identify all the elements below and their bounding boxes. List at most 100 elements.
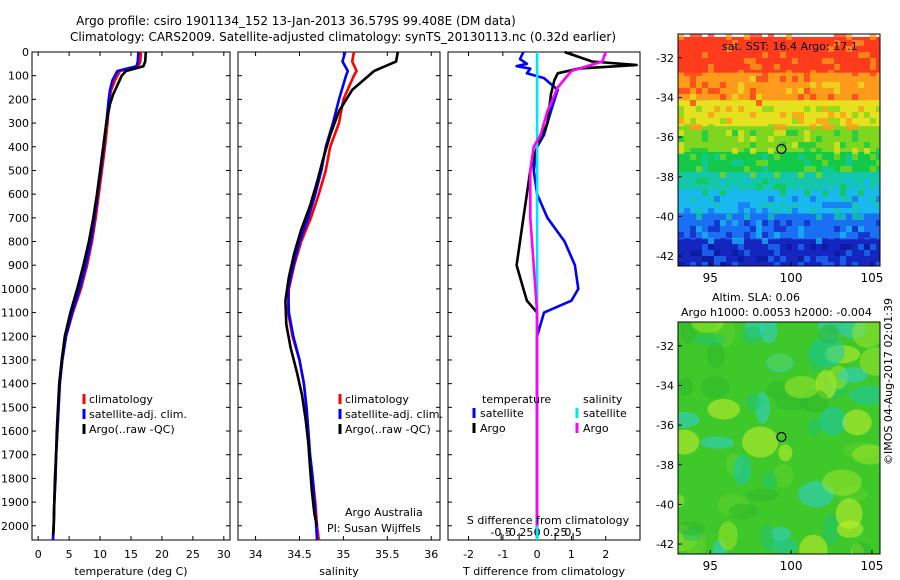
sst-pixel <box>774 130 780 136</box>
sst-pixel <box>834 226 840 232</box>
sla-blob <box>762 471 778 490</box>
sst-pixel <box>678 112 684 118</box>
sst-pixel <box>774 232 780 238</box>
sst-pixel <box>714 220 720 226</box>
sst-pixel <box>792 208 798 214</box>
sst-pixel <box>834 118 840 124</box>
sst-pixel <box>708 100 714 106</box>
sla-blob <box>732 454 752 486</box>
sst-pixel <box>750 58 756 64</box>
sst-pixel <box>852 262 858 266</box>
sst-pixel <box>708 88 714 94</box>
sst-pixel <box>852 208 858 214</box>
sla-blob <box>852 322 880 348</box>
sst-pixel <box>732 184 738 190</box>
sst-pixel <box>720 172 726 178</box>
sst-pixel <box>822 106 828 112</box>
sst-pixel <box>780 112 786 118</box>
sst-pixel <box>714 262 720 266</box>
sst-pixel <box>792 130 798 136</box>
sst-pixel <box>846 166 852 172</box>
sst-pixel <box>738 160 744 166</box>
sst-pixel <box>702 178 708 184</box>
sst-pixel <box>858 172 864 178</box>
sla-blob <box>707 398 741 420</box>
sst-pixel <box>750 34 756 40</box>
sst-pixel <box>870 244 876 250</box>
sst-pixel <box>762 202 768 208</box>
map-x-tick-label: 95 <box>703 559 718 573</box>
sst-pixel <box>750 136 756 142</box>
sst-pixel <box>816 214 822 220</box>
sst-pixel <box>696 238 702 244</box>
sst-pixel <box>828 58 834 64</box>
sst-pixel <box>684 124 690 130</box>
sst-pixel <box>756 94 762 100</box>
x-axis-label: T difference from climatology <box>462 565 625 578</box>
legend-label: Argo <box>583 422 609 435</box>
plot-frame <box>31 51 231 541</box>
sst-pixel <box>846 46 852 52</box>
sst-pixel <box>804 76 810 82</box>
sst-pixel <box>744 166 750 172</box>
sst-pixel <box>852 46 858 52</box>
sst-pixel <box>774 208 780 214</box>
legend-title-temperature: temperature <box>482 393 551 406</box>
map-frame <box>677 33 881 267</box>
map-x-tick-label: 105 <box>860 559 883 573</box>
sst-pixel <box>828 118 834 124</box>
sst-pixel <box>708 124 714 130</box>
sst-pixel <box>708 190 714 196</box>
sst-pixel <box>840 262 846 266</box>
sst-pixel <box>810 142 816 148</box>
sst-pixel <box>858 106 864 112</box>
sst-pixel <box>726 106 732 112</box>
sst-pixel <box>720 262 726 266</box>
sst-pixel <box>708 250 714 256</box>
x-tick-label: 0 <box>534 548 541 561</box>
sst-pixel <box>816 238 822 244</box>
sst-pixel <box>738 88 744 94</box>
sst-pixel <box>774 124 780 130</box>
sst-pixel <box>690 172 696 178</box>
map-field <box>678 34 880 266</box>
sst-pixel <box>732 130 738 136</box>
sst-pixel <box>738 244 744 250</box>
sst-pixel <box>690 124 696 130</box>
sst-pixel <box>822 190 828 196</box>
sst-pixel <box>678 136 684 142</box>
sst-pixel <box>684 40 690 46</box>
sla-blob <box>769 526 791 541</box>
legend-label: satellite <box>480 407 524 420</box>
sla-blob <box>784 375 820 399</box>
sst-pixel <box>690 52 696 58</box>
sst-pixel <box>684 208 690 214</box>
sst-pixel <box>702 64 708 70</box>
sst-pixel <box>840 40 846 46</box>
sst-pixel <box>864 232 870 238</box>
sla-blob <box>693 334 727 346</box>
sst-map: 95 100 105 -32 -34 -36 -38 -40 -42 <box>656 33 883 285</box>
sst-pixel <box>822 58 828 64</box>
sla-blob <box>742 426 779 458</box>
sst-pixel <box>750 226 756 232</box>
map-y-tick-label: -38 <box>656 459 674 472</box>
sst-pixel <box>690 154 696 160</box>
sla-blob <box>718 521 738 551</box>
sst-pixel <box>762 238 768 244</box>
sst-pixel <box>696 208 702 214</box>
series-line-magenta <box>528 51 607 526</box>
sst-pixel <box>804 136 810 142</box>
title-line-2: Climatology: CARS2009. Satellite-adjuste… <box>70 30 616 44</box>
sst-pixel <box>756 40 762 46</box>
plot-frame <box>237 51 441 541</box>
sst-pixel <box>744 232 750 238</box>
sst-pixel <box>834 142 840 148</box>
sst-pixel <box>732 262 738 266</box>
sst-pixel <box>768 124 774 130</box>
sst-pixel <box>834 124 840 130</box>
sst-pixel <box>852 154 858 160</box>
sst-pixel <box>780 256 786 262</box>
sst-pixel <box>840 196 846 202</box>
sst-pixel <box>852 226 858 232</box>
